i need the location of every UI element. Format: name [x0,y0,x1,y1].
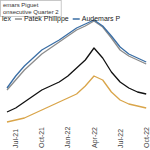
series-line [7,21,146,90]
legend-label: Patek Philippe [24,15,69,23]
legend: lex Patek Philippe Audemars P [2,15,121,23]
x-tick-label: Jul-22 [117,129,124,148]
legend-label: lex [2,15,11,22]
x-tick-label: Apr-22 [91,127,99,148]
series-line [7,20,146,88]
plot-area [7,20,146,122]
annotation: emars Piguet [3,2,39,8]
x-tick-label: Oct-22 [143,127,150,148]
x-tick-label: Jul-21 [12,129,19,148]
chart: Jul-21 Oct-21 Jan-22 Apr-22 Jul-22 Oct-22 emar… [0,0,150,150]
x-tick-label: Oct-21 [38,127,45,148]
legend-swatch [73,18,80,20]
legend-label: Audemars P [82,15,121,22]
series-line [7,48,146,112]
x-tick-label: Jan-22 [64,126,71,148]
legend-swatch [15,18,22,20]
